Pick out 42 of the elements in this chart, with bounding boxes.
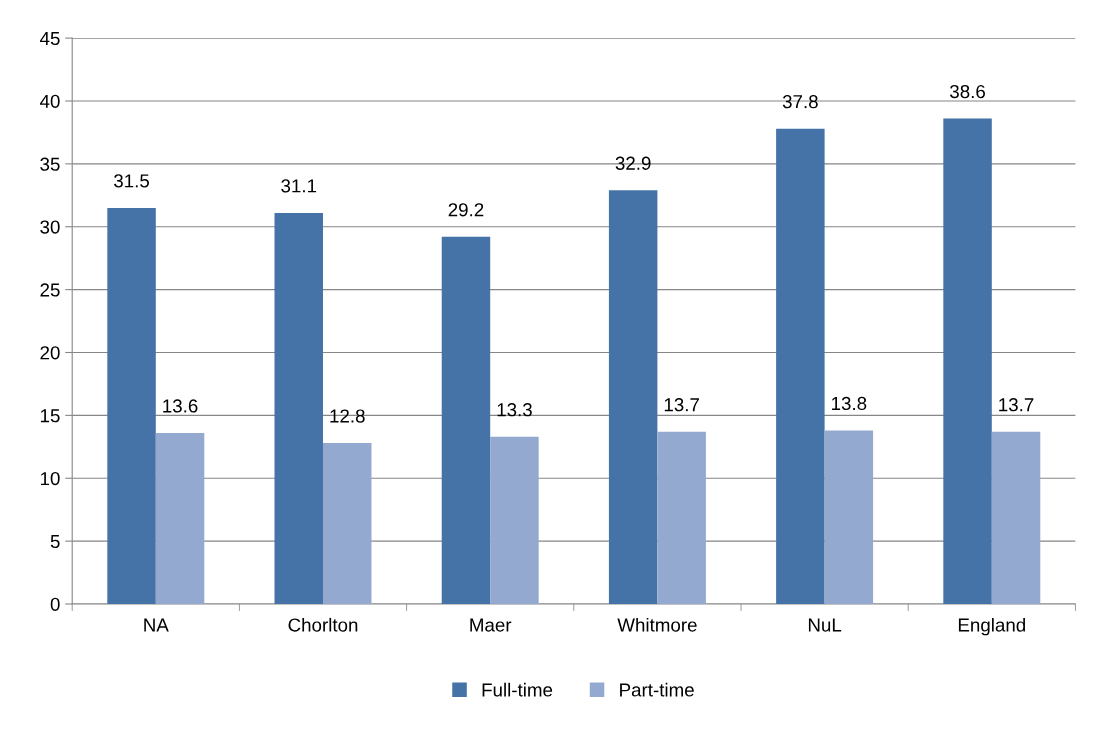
legend-label: Part-time [620, 682, 694, 697]
y-tick-label: 15 [40, 409, 60, 423]
legend-label: Full-time [482, 682, 553, 697]
bar [943, 118, 992, 604]
bar [107, 207, 156, 604]
data-label: 13.7 [999, 398, 1034, 412]
y-tick-label: 30 [40, 220, 60, 234]
y-tick-label: 10 [40, 471, 60, 486]
x-tick-label: England [958, 617, 1025, 636]
data-label: 13.3 [497, 403, 532, 417]
data-label: 31.1 [281, 179, 317, 193]
bar [608, 190, 658, 604]
x-tick-label: Whitmore [617, 617, 697, 632]
data-label: 13.8 [832, 396, 867, 411]
x-tick-label: NuL [808, 618, 842, 632]
data-label: 32.9 [615, 156, 651, 170]
data-label: 12.8 [330, 409, 365, 423]
bar [824, 430, 874, 604]
bar [155, 432, 205, 604]
y-tick-label: 40 [39, 94, 60, 108]
y-tick-label: 35 [40, 157, 60, 171]
y-tick-label: 25 [40, 283, 60, 297]
y-tick-label: 20 [40, 346, 60, 360]
bar [991, 431, 1041, 604]
bar [274, 212, 323, 604]
data-label: 13.7 [664, 398, 699, 412]
data-label: 37.8 [782, 95, 818, 109]
y-tick-label: 45 [39, 32, 60, 46]
y-tick-label: 5 [50, 535, 60, 549]
data-label: 38.6 [950, 84, 985, 99]
bar [776, 128, 825, 604]
data-label: 13.6 [163, 399, 198, 413]
bar [323, 443, 372, 604]
bar [657, 431, 706, 604]
x-tick-label: Chorlton [288, 617, 358, 632]
bar [441, 236, 491, 604]
x-tick-label: NA [144, 618, 169, 632]
y-tick-label: 0 [50, 597, 60, 611]
x-tick-label: Maer [470, 618, 512, 632]
bar [490, 436, 539, 604]
data-label: 29.2 [448, 203, 484, 217]
data-label: 31.5 [114, 174, 150, 188]
